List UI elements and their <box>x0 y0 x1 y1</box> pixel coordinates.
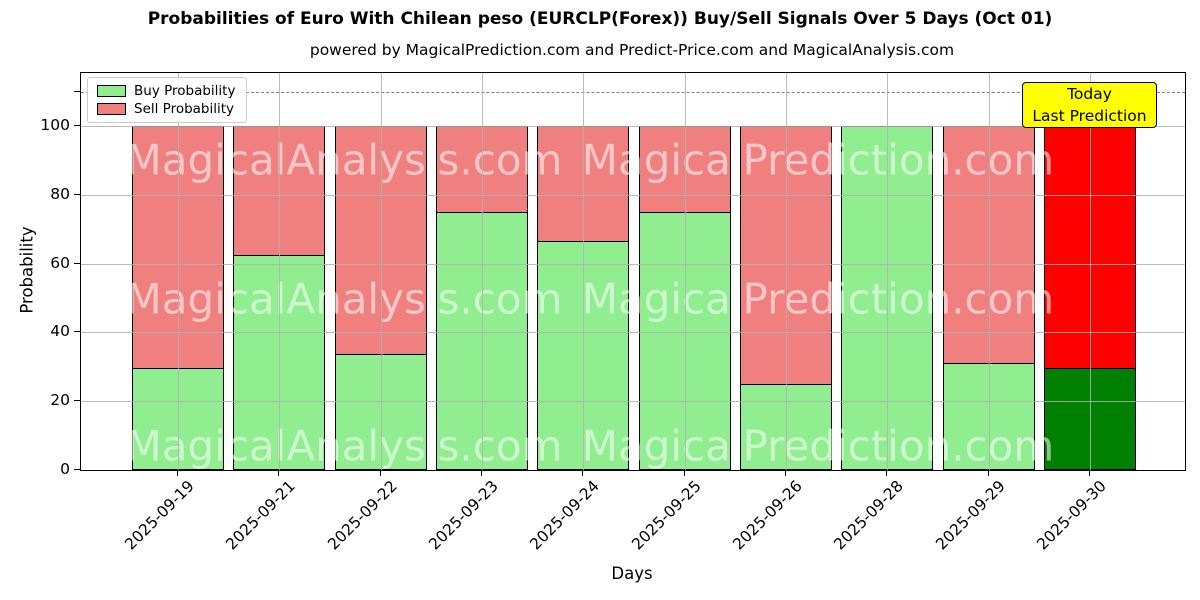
gridline-vertical-2025-09-23 <box>481 73 483 470</box>
x-tick-mark-2025-09-22 <box>379 470 381 476</box>
today-annotation-line2: Last Prediction <box>1032 107 1147 125</box>
x-tick-label-2025-09-21: 2025-09-21 <box>222 477 300 554</box>
y-tick-mark-40 <box>74 331 80 333</box>
y-tick-label-100: 100 <box>40 115 70 134</box>
x-tick-mark-2025-09-26 <box>784 470 786 476</box>
plot-area <box>80 72 1186 471</box>
y-tick-mark-0 <box>74 469 80 470</box>
dashed-threshold-line <box>81 91 1185 93</box>
gridline-vertical-2025-09-22 <box>380 73 382 470</box>
x-tick-mark-2025-09-21 <box>278 470 280 476</box>
gridline-horizontal-60 <box>81 263 1185 265</box>
watermark-magicalprediction: MagicalPrediction.com <box>581 135 1055 185</box>
x-axis-label: Days <box>611 564 653 583</box>
today-annotation-box: Today Last Prediction <box>1022 82 1157 128</box>
x-tick-mark-2025-09-30 <box>1088 470 1090 476</box>
chart-title: Probabilities of Euro With Chilean peso … <box>147 9 1053 29</box>
gridline-vertical-2025-09-28 <box>887 73 889 470</box>
watermark-magicalanalysis: MagicalAnalysis.com <box>125 274 563 324</box>
y-tick-label-80: 80 <box>50 184 70 203</box>
gridline-vertical-2025-09-25 <box>684 73 686 470</box>
gridline-horizontal-40 <box>81 332 1185 334</box>
x-tick-mark-2025-09-29 <box>987 470 989 476</box>
x-tick-label-2025-09-25: 2025-09-25 <box>627 477 705 554</box>
legend-label-buy: Buy Probability <box>134 83 236 99</box>
x-tick-mark-2025-09-23 <box>480 470 482 476</box>
chart-subtitle: powered by MagicalPrediction.com and Pre… <box>309 41 955 59</box>
x-tick-label-2025-09-28: 2025-09-28 <box>830 477 908 554</box>
buy-color-swatch <box>97 85 126 97</box>
y-minor-tick-mark <box>74 90 80 92</box>
legend-item-buy: Buy Probability <box>97 83 237 99</box>
watermark-magicalanalysis: MagicalAnalysis.com <box>125 135 563 185</box>
x-tick-mark-2025-09-28 <box>886 470 888 476</box>
gridline-horizontal-20 <box>81 401 1185 403</box>
watermark-magicalanalysis: MagicalAnalysis.com <box>125 421 563 471</box>
x-tick-label-2025-09-26: 2025-09-26 <box>729 477 806 554</box>
x-tick-mark-2025-09-24 <box>582 470 584 476</box>
gridline-vertical-2025-09-26 <box>785 73 787 470</box>
x-tick-label-2025-09-23: 2025-09-23 <box>425 477 502 554</box>
x-tick-label-2025-09-22: 2025-09-22 <box>323 477 401 554</box>
x-tick-label-2025-09-29: 2025-09-29 <box>931 477 1009 554</box>
sell-color-swatch <box>97 103 126 115</box>
y-tick-label-60: 60 <box>50 253 70 272</box>
watermark-magicalprediction: MagicalPrediction.com <box>581 421 1055 471</box>
y-tick-label-40: 40 <box>50 322 70 341</box>
legend-item-sell: Sell Probability <box>97 101 237 117</box>
y-tick-mark-20 <box>74 400 80 402</box>
gridline-vertical-2025-09-19 <box>178 73 179 470</box>
watermark-magicalprediction: MagicalPrediction.com <box>581 274 1055 324</box>
x-tick-mark-2025-09-19 <box>177 470 178 476</box>
gridline-horizontal-100 <box>81 125 1185 127</box>
gridline-vertical-2025-09-21 <box>279 73 281 470</box>
y-tick-mark-80 <box>74 193 80 195</box>
legend: Buy Probability Sell Probability <box>87 77 247 123</box>
x-tick-mark-2025-09-25 <box>683 470 685 476</box>
x-tick-label-2025-09-19: 2025-09-19 <box>121 477 198 554</box>
x-tick-label-2025-09-24: 2025-09-24 <box>526 477 604 554</box>
y-tick-label-20: 20 <box>50 391 70 410</box>
gridline-vertical-2025-09-29 <box>988 73 990 470</box>
y-tick-label-0: 0 <box>60 460 70 478</box>
gridline-vertical-2025-09-30 <box>1089 73 1091 470</box>
x-tick-label-2025-09-30: 2025-09-30 <box>1033 477 1110 554</box>
y-tick-mark-60 <box>74 262 80 264</box>
today-annotation-line1: Today <box>1067 85 1112 103</box>
gridline-horizontal-80 <box>81 194 1185 196</box>
legend-label-sell: Sell Probability <box>134 101 235 117</box>
y-tick-mark-100 <box>74 124 80 126</box>
gridline-vertical-2025-09-24 <box>583 73 585 470</box>
